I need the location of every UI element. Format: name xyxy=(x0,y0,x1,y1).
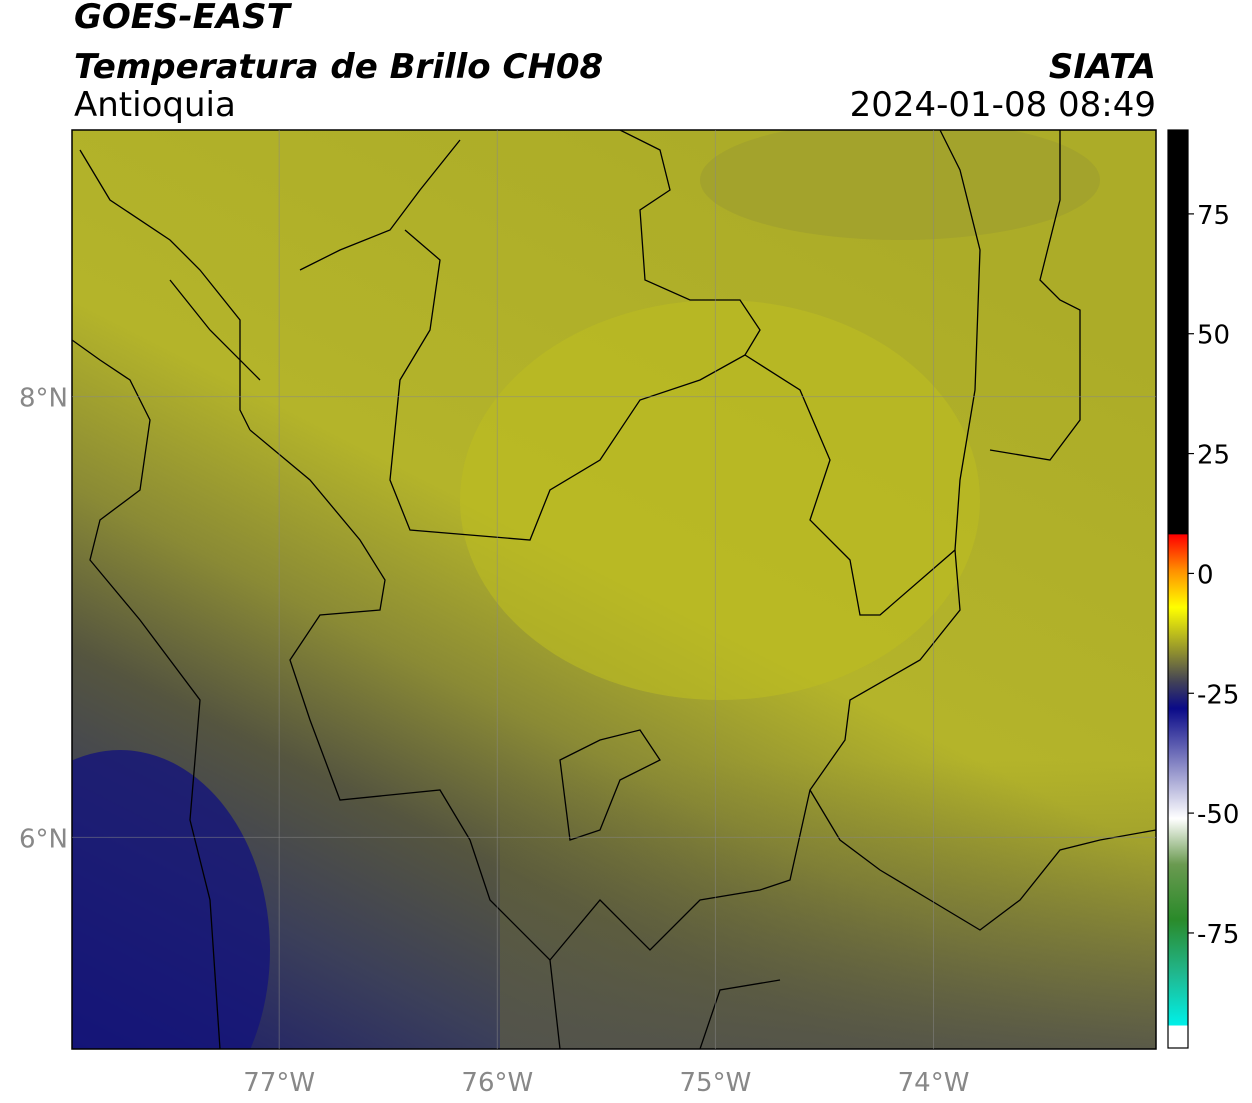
title: GOES-EAST xyxy=(74,0,293,37)
region: Antioquia xyxy=(74,85,236,125)
colorbar-tick-label: -75 xyxy=(1197,920,1239,950)
x-tick-label: 75°W xyxy=(680,1068,752,1098)
map-frame xyxy=(71,129,1157,1050)
datetime: 2024-01-08 08:49 xyxy=(850,85,1156,125)
x-tick-label: 77°W xyxy=(243,1068,315,1098)
colorbar-tick-label: 0 xyxy=(1197,560,1214,590)
colorbar-tick-label: -25 xyxy=(1197,680,1239,710)
y-tick-label: 8°N xyxy=(19,384,68,414)
subtitle: Temperatura de Brillo CH08 xyxy=(74,47,603,87)
y-tick-label: 6°N xyxy=(19,824,68,854)
map-image xyxy=(72,130,1156,1049)
x-tick-label: 74°W xyxy=(898,1068,970,1098)
x-tick-label: 76°W xyxy=(461,1068,533,1098)
colorbar-tick-label: 75 xyxy=(1197,201,1230,231)
colorbar xyxy=(1167,129,1189,1049)
source: SIATA xyxy=(1049,47,1156,87)
colorbar-tick-label: 25 xyxy=(1197,441,1230,471)
colorbar-tick-label: -50 xyxy=(1197,800,1239,830)
colorbar-tick-label: 50 xyxy=(1197,321,1230,351)
